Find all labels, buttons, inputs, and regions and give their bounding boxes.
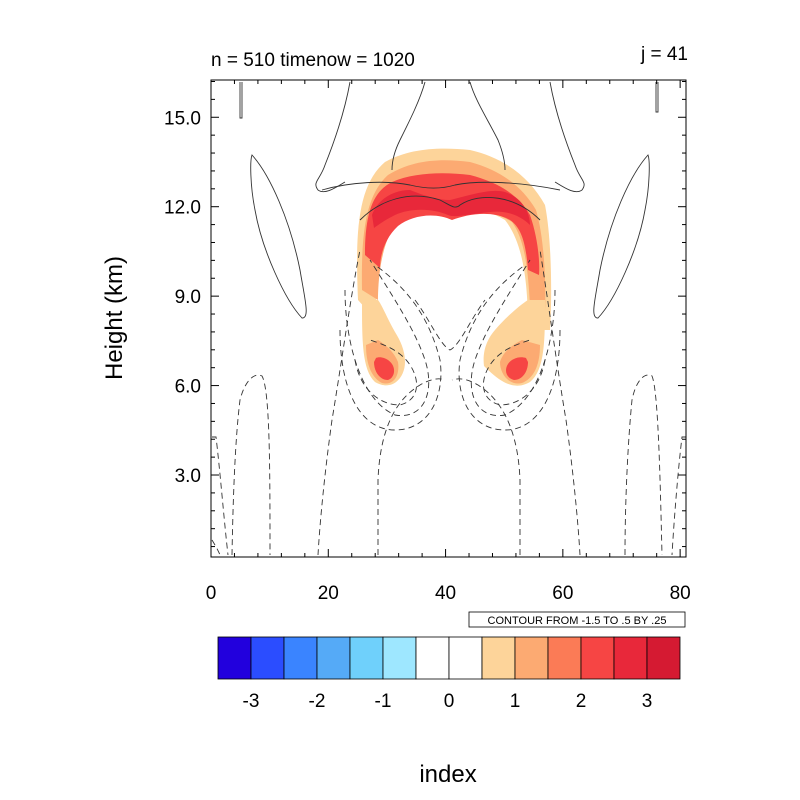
contour-solid-left-lobe xyxy=(250,154,307,319)
chart-title-right: j = 41 xyxy=(640,44,688,65)
colorbar-swatch xyxy=(613,636,648,680)
colorbar-label: -3 xyxy=(243,691,260,712)
colorbar-swatch xyxy=(382,636,417,680)
colorbar-swatch xyxy=(481,636,516,680)
colorbar-swatch xyxy=(217,636,252,680)
contour-solid-top-left xyxy=(315,81,351,193)
x-axis: 0 20 40 60 80 xyxy=(206,80,691,604)
plot-frame xyxy=(210,79,687,558)
contour-dashed-center-right xyxy=(451,378,521,555)
colorbar-label: 0 xyxy=(444,691,455,712)
y-tick-label: 6.0 xyxy=(175,377,201,398)
x-tick-label: 40 xyxy=(435,583,456,604)
colorbar xyxy=(217,636,681,680)
contour-dashed-left-outer xyxy=(317,249,361,556)
x-tick-label: 60 xyxy=(552,583,573,604)
contour-dashed-right-ring-2 xyxy=(483,339,546,406)
y-tick-label: 12.0 xyxy=(164,198,201,219)
colorbar-swatch xyxy=(250,636,285,680)
colorbar-swatch xyxy=(580,636,615,680)
shade-arc-core xyxy=(372,190,530,228)
contour-solid-top-edge-left xyxy=(239,82,243,119)
colorbar-swatch xyxy=(415,636,450,680)
contour-dashed-right-bottom-1 xyxy=(624,374,663,556)
contour-solid-right-lobe xyxy=(593,154,650,319)
colorbar-label: 2 xyxy=(576,691,587,712)
contour-dashed-center-neck xyxy=(414,299,486,351)
contour-dashed-right-bottom-2 xyxy=(671,436,686,556)
x-tick-label: 20 xyxy=(318,583,339,604)
contour-dashed-left-bottom-3 xyxy=(211,539,221,556)
contour-dashed-right-ring-3 xyxy=(458,264,561,431)
contour-solid-top-edge-right xyxy=(655,82,659,113)
x-tick-label: 80 xyxy=(670,583,691,604)
colorbar-swatch xyxy=(646,636,681,680)
y-tick-label: 3.0 xyxy=(175,466,201,487)
contour-info-box: CONTOUR FROM -1.5 TO .5 BY .25 xyxy=(468,611,686,628)
colorbar-swatch xyxy=(283,636,318,680)
chart-title-left: n = 510 timenow = 1020 xyxy=(211,50,415,71)
contour-dashed-left-bottom-1 xyxy=(231,374,271,556)
colorbar-label: -1 xyxy=(375,691,392,712)
contour-dashed-left-bottom-2 xyxy=(212,436,229,556)
shade-lobe-left-red xyxy=(374,357,395,380)
colorbar-labels: -3 -2 -1 0 1 2 3 xyxy=(243,691,653,712)
contour-solid-top-center xyxy=(391,81,506,171)
colorbar-label: 1 xyxy=(510,691,521,712)
colorbar-swatch xyxy=(547,636,582,680)
colorbar-swatch xyxy=(316,636,351,680)
y-tick-label: 9.0 xyxy=(175,287,201,308)
colorbar-swatch xyxy=(349,636,384,680)
contour-dashed-left-ring-3 xyxy=(339,264,442,431)
y-tick-label: 15.0 xyxy=(164,108,201,129)
x-axis-label: index xyxy=(419,761,476,788)
line-contours xyxy=(211,81,686,556)
shade-gap xyxy=(397,228,498,270)
y-axis: 3.0 6.0 9.0 12.0 15.0 xyxy=(164,80,686,548)
shaded-field xyxy=(357,148,552,386)
contour-dashed-left-ring-2 xyxy=(354,339,417,406)
contour-dashed-right-outer xyxy=(539,249,581,556)
dashed-contours xyxy=(211,249,686,556)
colorbar-label: 3 xyxy=(642,691,653,712)
colorbar-swatch xyxy=(514,636,549,680)
contour-solid-arch-inner xyxy=(359,195,541,221)
shade-lobe-right-red xyxy=(506,357,528,380)
y-axis-label: Height (km) xyxy=(101,256,128,380)
contour-dashed-right-ring-1 xyxy=(470,259,556,416)
contour-dashed-left-ring-1 xyxy=(344,259,430,416)
contour-dashed-center-left xyxy=(377,378,446,555)
colorbar-label: -2 xyxy=(309,691,326,712)
colorbar-swatch xyxy=(448,636,483,680)
contour-solid-top-right xyxy=(549,81,585,193)
plot-border xyxy=(210,79,687,558)
x-tick-label: 0 xyxy=(206,583,217,604)
contour-info-text: CONTOUR FROM -1.5 TO .5 BY .25 xyxy=(488,615,667,627)
contour-solid-arch xyxy=(321,181,561,191)
